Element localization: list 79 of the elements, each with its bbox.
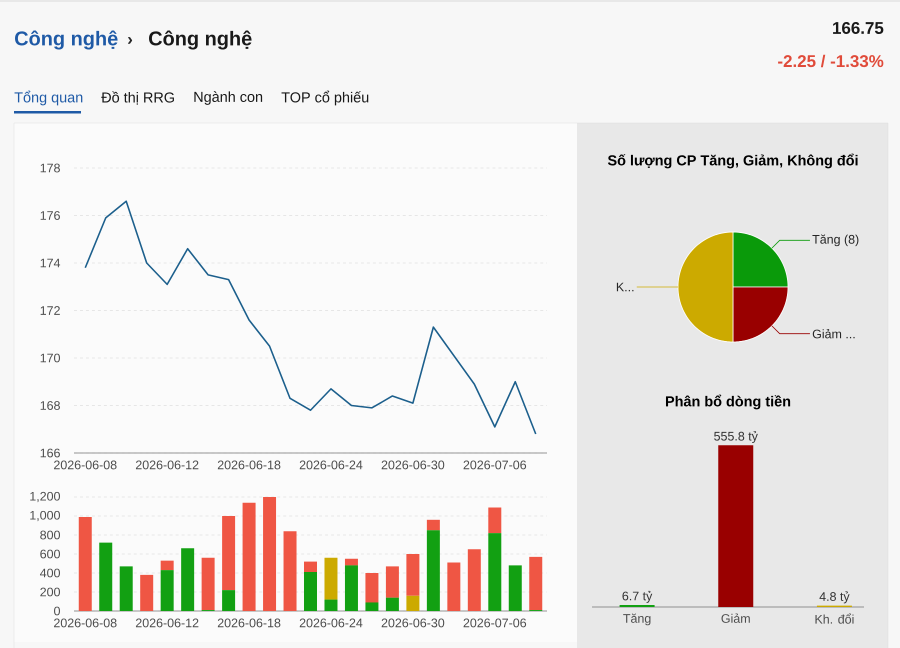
bar [426,530,440,611]
slice-label: Giảm ... [812,328,855,338]
x-tick-label: 2026-06-18 [218,618,280,628]
bar [406,596,420,611]
bar [386,566,399,598]
bar [529,556,542,610]
y-tick-label: 200 [40,588,60,596]
y-tick-label: 166 [40,448,60,458]
bar [181,548,194,611]
x-tick-label: 2026-06-08 [54,618,117,628]
y-tick-label: 1,200 [30,492,60,502]
text: › [128,37,132,44]
bar [365,573,378,602]
x-tick-label: 2026-06-08 [54,460,117,470]
data-label: 6.7 tỷ [622,590,652,603]
x-tick-label: Giảm [722,614,750,623]
text: Công nghệ [149,30,252,50]
text: -2.25 / -1.33% [778,54,884,68]
bar [160,570,174,611]
bar [222,516,236,590]
bar [140,574,154,611]
bar [406,554,420,596]
bar [365,602,378,611]
y-tick-label: 0 [54,606,60,616]
y-tick-label: 1,000 [30,510,60,522]
x-tick-label: 2026-06-30 [382,460,444,470]
data-label: 555.8 tỷ [714,431,758,444]
bar [468,549,481,611]
slice-label: Tăng (8) [812,234,858,246]
y-tick-label: 172 [40,306,60,315]
bar [242,502,256,611]
bar [344,565,358,611]
y-tick-label: 600 [40,550,60,558]
y-tick-label: 174 [40,258,60,268]
y-tick-label: 168 [40,401,60,410]
bar [222,590,236,611]
x-tick-label: 2026-06-12 [136,460,198,470]
bar [386,598,399,611]
slice-label: K... [616,282,634,292]
bar [488,507,502,534]
bar [99,542,112,611]
y-tick-label: 178 [40,164,60,172]
x-tick-label: 2026-07-06 [464,618,526,628]
bar [78,516,92,611]
bar [324,600,338,611]
y-tick-label: 176 [40,211,60,220]
bar [304,562,318,572]
bar [304,572,318,611]
y-tick-label: 170 [40,354,60,362]
bar [508,565,522,611]
x-tick-label: Tăng [623,614,650,626]
y-tick-label: 400 [40,568,60,578]
x-tick-label: 2026-06-12 [136,618,198,628]
chart-title: Phân bổ dòng tiền [666,394,790,410]
chart-title: Số lượng CP Tăng, Giảm, Không đổi [608,154,858,168]
bar [344,558,358,566]
bar [488,533,502,611]
x-tick-label: 2026-06-24 [300,460,362,470]
bar [284,531,297,611]
text: 166.75 [833,22,884,34]
x-tick-label: 2026-07-06 [464,460,526,470]
bar [426,520,440,530]
data-label: 4.8 tỷ [819,591,850,604]
x-tick-label: 2026-06-24 [300,618,362,628]
x-tick-label: Kh. đổi [815,614,854,624]
bar [202,558,215,610]
text: TOP cổ phiếu [282,90,368,106]
x-tick-label: 2026-06-30 [382,618,444,628]
text: Ngành con [194,91,262,105]
bar [120,566,133,611]
x-tick-label: 2026-06-18 [218,460,280,470]
text: Đồ thị RRG [101,91,174,105]
bar [263,497,276,611]
bar [324,558,338,600]
y-tick-label: 800 [40,530,60,540]
bar [160,560,174,570]
text: Tổng quan [14,90,82,106]
text: Công nghệ [15,30,118,50]
bar [447,562,460,611]
